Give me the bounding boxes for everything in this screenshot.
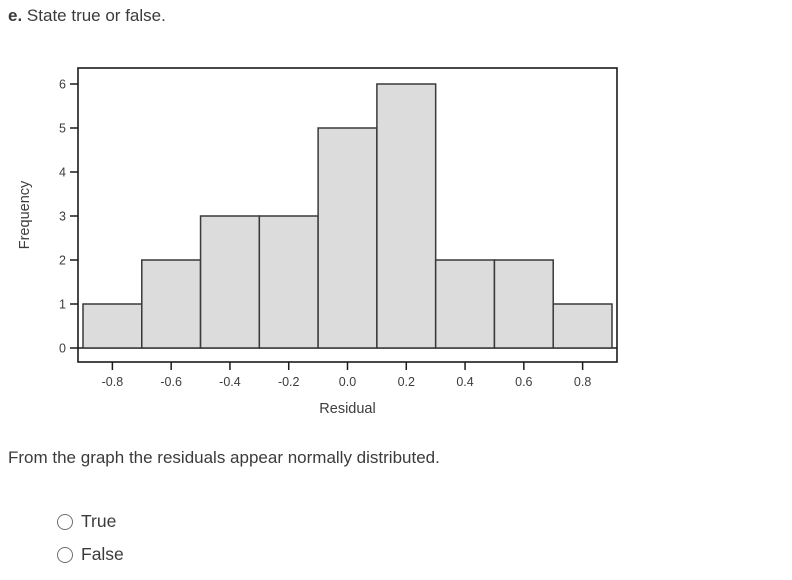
y-axis-title: Frequency [17,180,33,249]
x-tick-label: 0.6 [515,375,532,389]
histogram-chart: 0 1 2 3 4 5 6 -0.8 -0.6 -0.4 -0.2 0.0 0.2 0.4 0.6 0.8 Re… [10,57,630,427]
radio-circle-icon[interactable] [57,546,73,563]
histogram-bar [82,303,143,349]
true-option-label: True [81,511,117,531]
histogram-bar [141,259,202,349]
x-tick-label: -0.6 [160,375,182,389]
histogram-bar [552,303,613,349]
radio-group: True False [57,511,124,577]
y-tick-label: 3 [59,210,66,224]
x-tick-label: -0.4 [219,375,241,389]
histogram-svg: 0 1 2 3 4 5 6 -0.8 -0.6 -0.4 -0.2 0.0 0.2 0.4 0.6 0.8 Re… [17,67,618,417]
x-tick-label: -0.2 [278,375,300,389]
x-tick-label: 0.8 [574,375,591,389]
statement-text: From the graph the residuals appear norm… [8,448,440,467]
y-tick-label: 1 [59,298,66,312]
histogram-bar [199,215,261,349]
radio-circle-icon[interactable] [57,513,73,530]
question-prompt: e. State true or false. [8,4,166,28]
x-tick-label: 0.2 [398,375,415,389]
false-radio-option[interactable]: False [57,544,124,565]
x-axis-title: Residual [319,401,375,417]
histogram-bar [317,127,378,349]
histogram-bar [376,83,437,349]
x-tick-label: 0.4 [456,375,473,389]
y-tick-label: 4 [59,166,66,180]
true-radio-option[interactable]: True [57,511,124,532]
false-option-label: False [81,544,124,564]
y-tick-label: 2 [59,254,66,268]
x-tick-label: -0.8 [102,375,124,389]
y-tick-label: 5 [59,122,66,136]
question-text: State true or false. [26,6,166,25]
histogram-bar [258,215,319,349]
question-letter: e. [8,6,23,25]
x-tick-label: 0.0 [339,375,356,389]
histogram-bar [434,259,496,349]
histogram-bar [493,259,554,349]
y-tick-label: 6 [59,78,66,92]
y-tick-label: 0 [59,342,66,356]
